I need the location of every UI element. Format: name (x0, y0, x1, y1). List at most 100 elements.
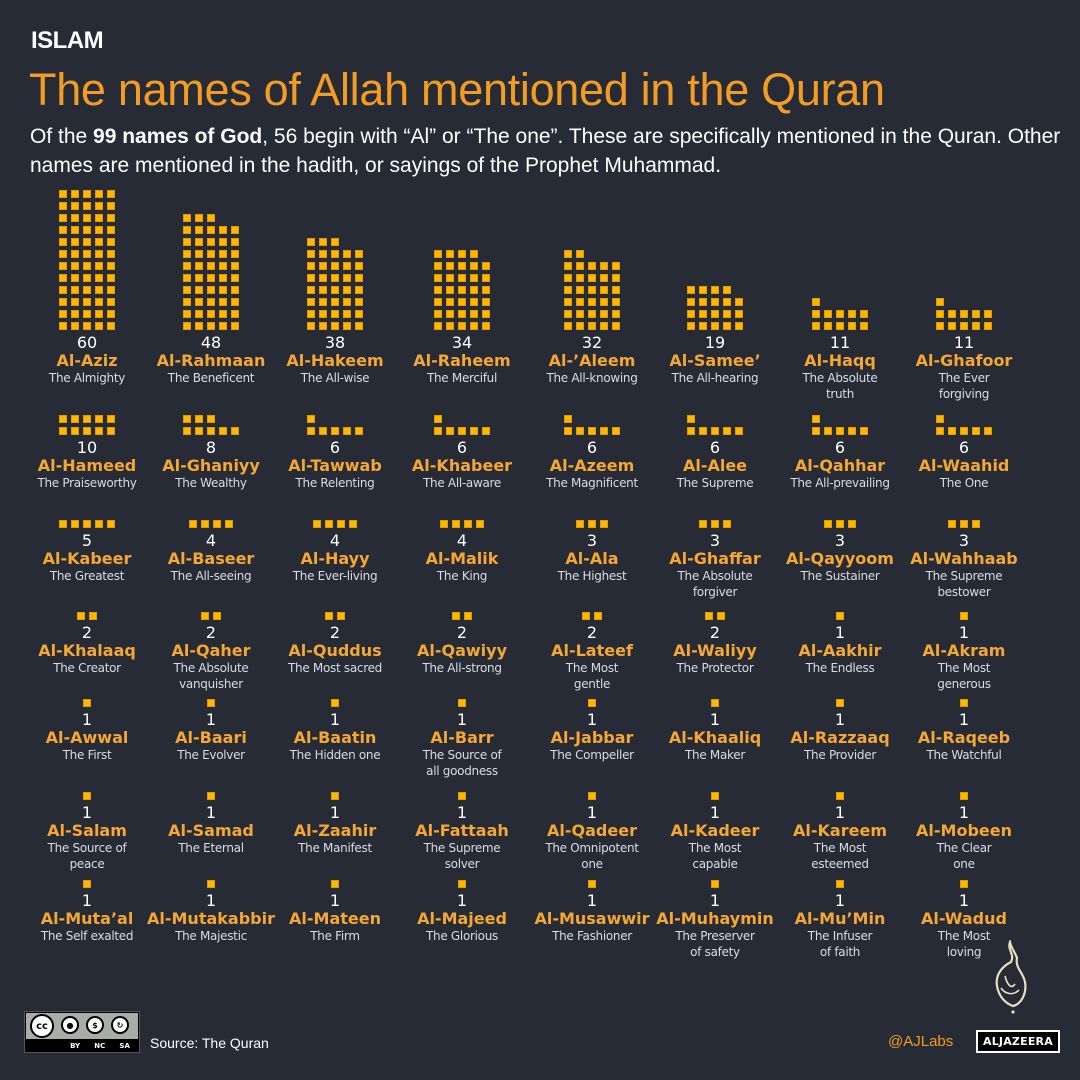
square-icon (183, 310, 191, 318)
waffle-squares (75, 610, 99, 622)
name-meaning: The Fashioner (552, 929, 632, 943)
square-icon (735, 310, 743, 318)
name-meaning: The Absolute vanquisher (173, 661, 249, 691)
square-icon (699, 427, 707, 435)
square-icon (948, 520, 956, 528)
square-icon (307, 238, 315, 246)
name-card: 3 Al-Ala The Highest (527, 518, 657, 584)
square-icon (219, 322, 227, 330)
square-icon (207, 792, 215, 800)
name-meaning: The Manifest (298, 841, 372, 855)
square-icon (183, 274, 191, 282)
name-card: 1 Al-Kareem The Most esteemed (775, 790, 905, 872)
square-icon (195, 274, 203, 282)
waffle-squares (834, 878, 846, 890)
waffle-squares (181, 212, 241, 332)
square-icon (458, 427, 466, 435)
square-icon (699, 286, 707, 294)
square-icon (343, 427, 351, 435)
allah-name: Al-Mu’Min (794, 909, 886, 928)
square-icon (936, 322, 944, 330)
square-icon (470, 286, 478, 294)
square-icon (83, 298, 91, 306)
allah-name: Al-Kabeer (42, 549, 132, 568)
name-card: 1 Al-Fattaah The Supreme solver (397, 790, 527, 872)
square-icon (89, 612, 97, 620)
square-icon (711, 286, 719, 294)
mention-count: 4 (456, 531, 468, 550)
square-icon (219, 262, 227, 270)
name-meaning: The Source of all goodness (422, 748, 502, 778)
waffle-squares (822, 518, 858, 530)
square-icon (588, 286, 596, 294)
square-icon (71, 415, 79, 423)
mention-count: 8 (205, 438, 217, 457)
mention-count: 2 (205, 623, 217, 642)
square-icon (588, 262, 596, 270)
square-icon (331, 322, 339, 330)
square-icon (59, 202, 67, 210)
allah-name: Al-Khaaliq (668, 728, 762, 747)
square-icon (812, 310, 820, 318)
square-icon (83, 238, 91, 246)
square-icon (576, 427, 584, 435)
square-icon (588, 520, 596, 528)
square-icon (860, 427, 868, 435)
square-icon (812, 322, 820, 330)
allah-name: Al-Tawwab (288, 456, 382, 475)
square-icon (95, 190, 103, 198)
name-meaning: The All-wise (300, 371, 370, 385)
mention-count: 6 (456, 438, 468, 457)
square-icon (960, 792, 968, 800)
square-icon (231, 238, 239, 246)
square-icon (812, 298, 820, 306)
name-meaning: The Merciful (426, 371, 498, 385)
square-icon (723, 520, 731, 528)
allah-name: Al-Waahid (918, 456, 1010, 475)
square-icon (687, 322, 695, 330)
waffle-squares (958, 610, 970, 622)
square-icon (183, 214, 191, 222)
aljazeera-logo: ALJAZEERA (976, 1030, 1060, 1053)
square-icon (207, 699, 215, 707)
mention-count: 1 (958, 891, 970, 910)
waffle-squares (305, 236, 365, 332)
square-icon (440, 520, 448, 528)
name-card: 2 Al-Qaher The Absolute vanquisher (146, 610, 276, 692)
square-icon (307, 274, 315, 282)
square-icon (71, 322, 79, 330)
mention-count: 6 (709, 438, 721, 457)
waffle-squares (456, 790, 468, 802)
waffle-squares (323, 610, 347, 622)
square-icon (95, 274, 103, 282)
allah-name: Al-Hakeem (286, 351, 384, 370)
square-icon (219, 427, 227, 435)
square-icon (735, 298, 743, 306)
name-card: 5 Al-Kabeer The Greatest (22, 518, 152, 584)
square-icon (588, 298, 596, 306)
square-icon (319, 250, 327, 258)
name-meaning: The King (436, 569, 488, 583)
name-meaning: The Absolute forgiver (677, 569, 753, 599)
square-icon (231, 427, 239, 435)
square-icon (183, 322, 191, 330)
allah-name: Al-Raqeeb (917, 728, 1011, 747)
name-card: 6 Al-Alee The Supreme (650, 413, 780, 491)
square-icon (564, 250, 572, 258)
waffle-squares (834, 610, 846, 622)
allah-name: Al-Ghafoor (915, 351, 1013, 370)
name-card: 1 Al-Musawwir The Fashioner (527, 878, 657, 944)
square-icon (183, 262, 191, 270)
mention-count: 1 (205, 803, 217, 822)
allah-name: Al-Jabbar (550, 728, 634, 747)
name-meaning: The Hidden one (289, 748, 381, 762)
square-icon (482, 322, 490, 330)
square-icon (83, 699, 91, 707)
waffle-squares (810, 296, 870, 332)
name-meaning: The Almighty (48, 371, 126, 385)
square-icon (612, 310, 620, 318)
mention-count: 1 (958, 803, 970, 822)
square-icon (207, 226, 215, 234)
square-icon (201, 612, 209, 620)
square-icon (337, 612, 345, 620)
